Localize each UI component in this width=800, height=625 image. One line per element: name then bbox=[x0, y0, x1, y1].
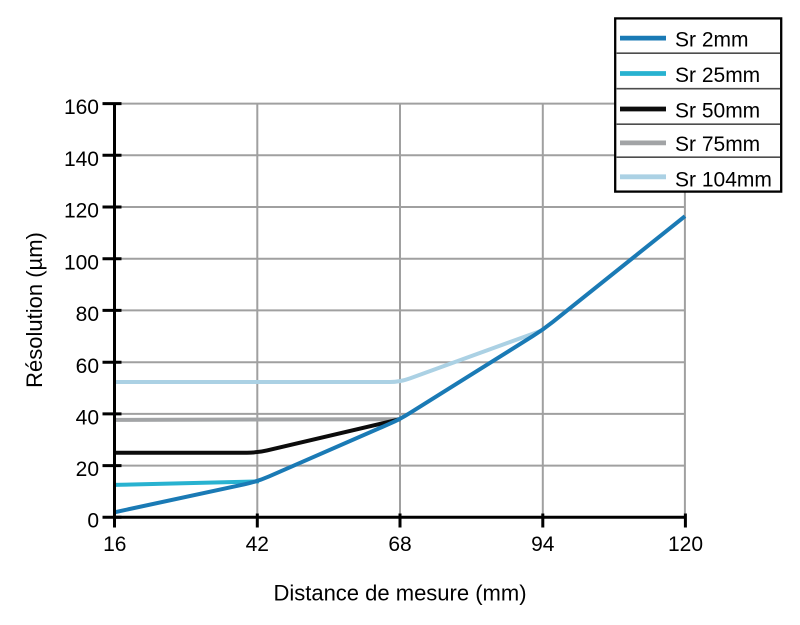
svg-text:100: 100 bbox=[64, 251, 99, 274]
svg-text:Distance de mesure (mm): Distance de mesure (mm) bbox=[273, 581, 526, 606]
svg-text:16: 16 bbox=[103, 533, 126, 556]
svg-text:Sr 50mm: Sr 50mm bbox=[675, 99, 760, 122]
svg-text:0: 0 bbox=[87, 509, 99, 532]
svg-text:120: 120 bbox=[668, 533, 703, 556]
svg-text:20: 20 bbox=[76, 458, 99, 481]
svg-text:160: 160 bbox=[64, 96, 99, 119]
svg-text:Sr 104mm: Sr 104mm bbox=[675, 169, 772, 192]
svg-text:40: 40 bbox=[76, 407, 99, 430]
svg-text:Sr 25mm: Sr 25mm bbox=[675, 64, 760, 87]
svg-text:Résolution (µm): Résolution (µm) bbox=[22, 232, 47, 388]
svg-text:94: 94 bbox=[531, 533, 555, 556]
svg-text:80: 80 bbox=[76, 303, 99, 326]
svg-text:42: 42 bbox=[246, 533, 269, 556]
svg-text:140: 140 bbox=[64, 148, 99, 171]
svg-text:Sr 75mm: Sr 75mm bbox=[675, 133, 760, 156]
svg-text:Sr 2mm: Sr 2mm bbox=[675, 28, 749, 51]
svg-text:68: 68 bbox=[388, 533, 411, 556]
svg-text:120: 120 bbox=[64, 200, 99, 223]
svg-text:60: 60 bbox=[76, 355, 99, 378]
